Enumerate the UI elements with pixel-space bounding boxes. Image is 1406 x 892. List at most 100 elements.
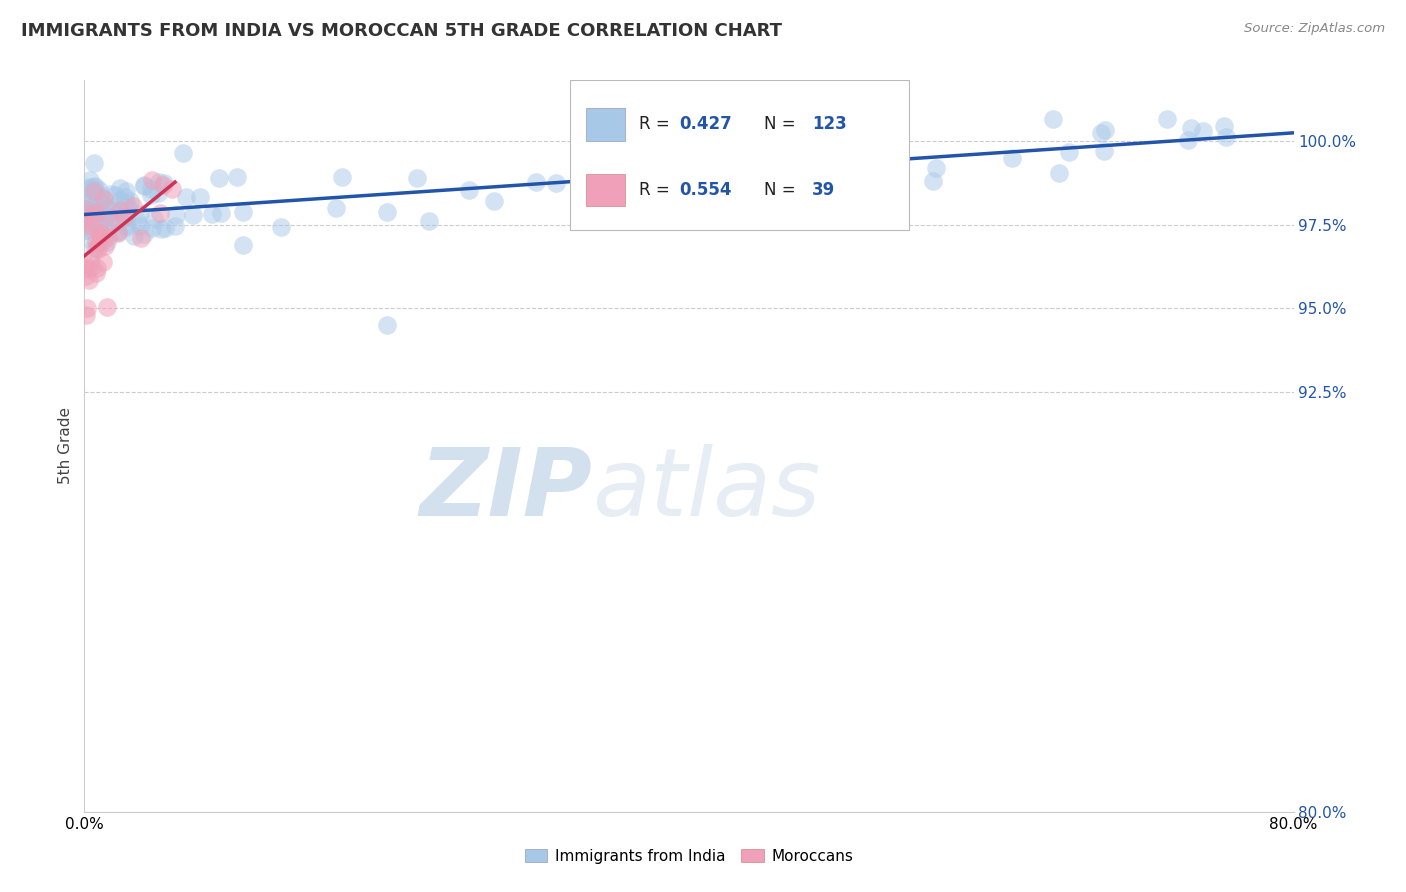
- FancyBboxPatch shape: [571, 80, 910, 230]
- Point: [75, 214, 97, 228]
- Text: ZIP: ZIP: [419, 444, 592, 536]
- Point: [152, 178, 174, 192]
- Point: [103, 203, 125, 218]
- Point: [122, 229, 145, 244]
- Point: [418, 214, 440, 228]
- Point: [129, 207, 152, 221]
- Point: [114, 211, 136, 225]
- Point: [132, 179, 155, 194]
- FancyBboxPatch shape: [586, 174, 624, 206]
- Point: [108, 202, 131, 217]
- Point: [112, 210, 135, 224]
- Point: [172, 146, 194, 161]
- Point: [129, 231, 152, 245]
- Point: [83, 210, 105, 224]
- Point: [101, 218, 124, 232]
- Point: [163, 219, 186, 234]
- Point: [91, 234, 114, 248]
- Point: [270, 219, 292, 234]
- Point: [226, 169, 249, 184]
- Text: IMMIGRANTS FROM INDIA VS MOROCCAN 5TH GRADE CORRELATION CHART: IMMIGRANTS FROM INDIA VS MOROCCAN 5TH GR…: [21, 22, 782, 40]
- Point: [86, 260, 108, 275]
- Point: [75, 202, 97, 216]
- Point: [84, 242, 107, 256]
- Point: [80, 200, 103, 214]
- Point: [76, 230, 98, 244]
- Point: [94, 239, 117, 253]
- Point: [115, 195, 138, 210]
- Point: [1090, 126, 1112, 140]
- Point: [120, 194, 142, 208]
- Point: [77, 179, 100, 194]
- Point: [91, 255, 114, 269]
- Point: [1213, 119, 1236, 133]
- Point: [75, 269, 97, 284]
- Point: [97, 230, 120, 244]
- Point: [76, 223, 98, 237]
- Text: 0.427: 0.427: [679, 115, 733, 133]
- Point: [524, 175, 547, 189]
- Text: R =: R =: [640, 115, 675, 133]
- Point: [89, 197, 111, 211]
- Point: [80, 207, 103, 221]
- Point: [330, 170, 353, 185]
- Point: [141, 187, 163, 202]
- Point: [1001, 151, 1024, 165]
- Text: atlas: atlas: [592, 444, 821, 535]
- Point: [100, 211, 122, 225]
- Point: [208, 171, 231, 186]
- Point: [458, 182, 481, 196]
- Point: [325, 201, 347, 215]
- Point: [83, 241, 105, 255]
- Point: [176, 190, 198, 204]
- Point: [181, 208, 204, 222]
- Point: [110, 193, 132, 207]
- Point: [544, 177, 567, 191]
- Point: [73, 211, 96, 225]
- Point: [93, 224, 115, 238]
- Point: [83, 155, 105, 169]
- Point: [105, 205, 128, 219]
- Point: [148, 175, 170, 189]
- Point: [87, 194, 110, 208]
- Point: [132, 178, 155, 193]
- Point: [830, 155, 852, 169]
- Point: [76, 215, 98, 229]
- Point: [107, 226, 129, 240]
- Point: [90, 224, 112, 238]
- Point: [75, 207, 97, 221]
- Point: [107, 224, 129, 238]
- Text: 39: 39: [813, 181, 835, 199]
- Point: [79, 188, 101, 202]
- Point: [84, 205, 107, 219]
- Point: [132, 227, 155, 241]
- Point: [814, 164, 837, 178]
- Point: [75, 308, 97, 322]
- Point: [96, 235, 118, 249]
- Point: [375, 318, 398, 333]
- Point: [1057, 145, 1080, 160]
- Point: [90, 188, 112, 202]
- Y-axis label: 5th Grade: 5th Grade: [58, 408, 73, 484]
- Text: 0.554: 0.554: [679, 181, 731, 199]
- Point: [79, 252, 101, 266]
- Text: N =: N =: [763, 115, 801, 133]
- Point: [114, 189, 136, 203]
- Point: [232, 205, 254, 219]
- Point: [188, 190, 211, 204]
- Point: [90, 226, 112, 240]
- Point: [115, 220, 138, 235]
- Point: [143, 211, 166, 226]
- Point: [1191, 124, 1213, 138]
- Point: [209, 206, 232, 220]
- Point: [155, 221, 177, 235]
- Point: [89, 194, 111, 208]
- Point: [160, 182, 183, 196]
- Point: [94, 211, 117, 226]
- Point: [96, 300, 118, 314]
- Point: [125, 214, 148, 228]
- Point: [80, 218, 103, 232]
- Point: [117, 202, 139, 216]
- Point: [925, 161, 948, 176]
- Text: Source: ZipAtlas.com: Source: ZipAtlas.com: [1244, 22, 1385, 36]
